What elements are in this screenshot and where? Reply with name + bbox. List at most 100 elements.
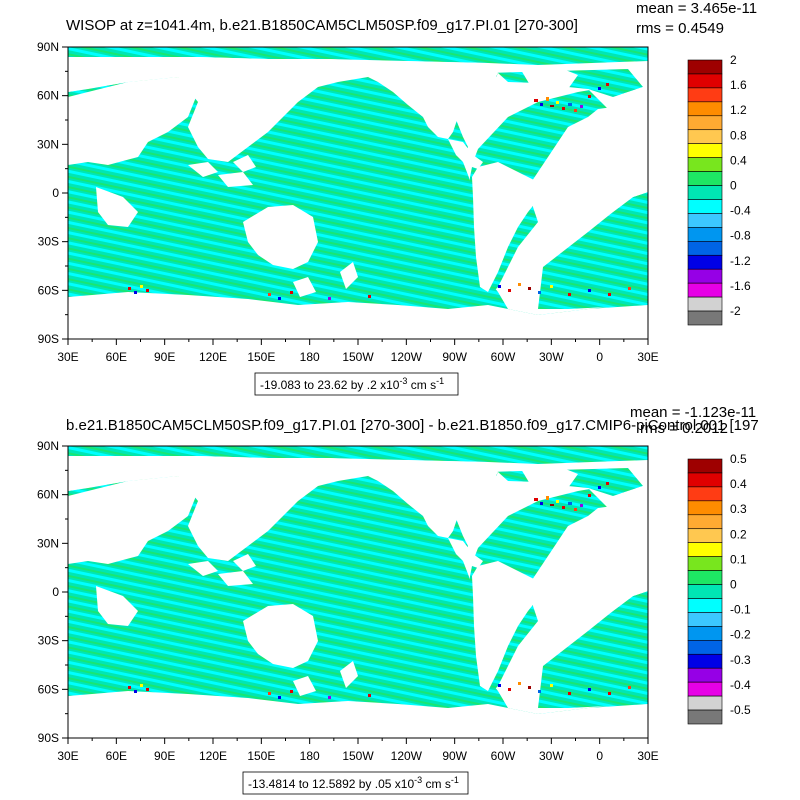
- panel-2-colorbar-box: [687, 472, 723, 488]
- panel-2-colorbar-label: 0.1: [730, 552, 747, 566]
- panel-2-lon-label: 30W: [539, 749, 564, 763]
- panel-2-colorbar-label: 0.2: [730, 527, 747, 541]
- panel-1: WISOP at z=1041.4m, b.e21.B1850CAM5CLM50…: [37, 0, 757, 396]
- panel-2-colorbar-label: 0.5: [730, 452, 747, 466]
- panel-1-colorbar-label: -1.2: [730, 254, 751, 268]
- panel-2-lat-label: 30N: [37, 536, 59, 550]
- panel-2-range-label: -13.4814 to 12.5892 by .05 x10: [248, 777, 414, 791]
- panel-1-colorbar-label: 1.6: [730, 78, 747, 92]
- panel-2-range-units-exp: -1: [451, 775, 459, 785]
- panel-1-colorbar-box: [687, 282, 723, 298]
- panel-1-colorbar-box: [687, 185, 723, 200]
- panel-2-colorbar-box: [687, 486, 723, 502]
- panel-1-colorbar-box: [687, 87, 723, 103]
- panel-1-lon-label: 30E: [57, 350, 78, 364]
- panel-1-lon-label: 30W: [539, 350, 564, 364]
- panel-2-lon-label: 120W: [391, 749, 423, 763]
- panel-2-lat-label: 30S: [38, 634, 59, 648]
- panel-1-colorbar-box: [687, 143, 723, 158]
- panel-2-rms: rms = 0.2012: [640, 420, 728, 437]
- panel-1-lon-label: 120W: [391, 350, 423, 364]
- panel-2-colorbar-box: [687, 584, 723, 599]
- panel-1-range-units-exp: -1: [436, 376, 444, 386]
- panel-2-colorbar-label: -0.3: [730, 653, 751, 667]
- panel-2-range-exp: -3: [414, 775, 422, 785]
- panel-1-field: [68, 47, 648, 339]
- panel-1-lon-label: 180: [300, 350, 320, 364]
- panel-2-colorbar-label: -0.2: [730, 628, 751, 642]
- panel-2-lat-label: 90N: [37, 439, 59, 453]
- panel-2-colorbar-box: [687, 570, 723, 585]
- panel-2-colorbar-box: [687, 667, 723, 683]
- panel-2: b.e21.B1850CAM5CLM50SP.f09_g17.PI.01 [27…: [37, 404, 759, 795]
- panel-1-colorbar-box: [687, 171, 723, 186]
- panel-2-lon-label: 150W: [342, 749, 374, 763]
- panel-1-colorbar-box: [687, 101, 723, 117]
- panel-2-colorbar-box: [687, 640, 723, 655]
- panel-1-colorbar-label: -0.4: [730, 204, 751, 218]
- panel-2-colorbar-box: [687, 709, 723, 725]
- panel-2-lon-label: 90E: [154, 749, 175, 763]
- panel-2-colorbar-box: [687, 458, 723, 474]
- panel-2-range-box: -13.4814 to 12.5892 by .05 x10-3 cm s-1: [242, 771, 469, 795]
- panel-1-map: [68, 47, 648, 339]
- panel-2-lon-label: 60E: [106, 749, 127, 763]
- panel-1-colorbar-box: [687, 199, 723, 214]
- panel-1-lon-label: 150E: [247, 350, 275, 364]
- panel-1-colorbar-label: 0.8: [730, 128, 747, 142]
- panel-1-colorbar-box: [687, 268, 723, 284]
- panel-1-colorbar-label: -1.6: [730, 279, 751, 293]
- panel-2-colorbar-box: [687, 598, 723, 613]
- panel-1-colorbar-box: [687, 241, 723, 256]
- panel-2-lon-label: 180: [300, 749, 320, 763]
- panel-1-lon-label: 60E: [106, 350, 127, 364]
- panel-1-colorbar-label: -0.8: [730, 229, 751, 243]
- panel-1-colorbar-box: [687, 129, 723, 144]
- panel-2-colorbar-box: [687, 653, 723, 669]
- panel-2-colorbar-box: [687, 556, 723, 571]
- panel-1-lat-label: 30N: [37, 137, 59, 151]
- panel-2-colorbar-label: -0.1: [730, 603, 751, 617]
- panel-2-lon-label: 150E: [247, 749, 275, 763]
- panel-2-lon-label: 30E: [637, 749, 658, 763]
- panel-1-colorbar-box: [687, 115, 723, 131]
- panel-2-colorbar-label: -0.5: [730, 703, 751, 717]
- panel-2-lat-label: 60S: [38, 682, 59, 696]
- panel-1-mean: mean = 3.465e-11: [636, 0, 757, 17]
- panel-1-lon-label: 120E: [199, 350, 227, 364]
- panel-2-colorbar-label: -0.4: [730, 678, 751, 692]
- panel-1-lon-label: 0: [596, 350, 603, 364]
- panel-1-colorbar-box: [687, 73, 723, 89]
- panel-2-colorbar-label: 0.3: [730, 502, 747, 516]
- panel-2-lon-label: 60W: [491, 749, 516, 763]
- panel-2-range-units: cm s: [422, 777, 451, 791]
- panel-1-colorbar-box: [687, 254, 723, 270]
- panel-1-colorbar-label: 0.4: [730, 153, 747, 167]
- panel-2-colorbar-box: [687, 612, 723, 627]
- panel-1-lat-label: 90N: [37, 40, 59, 54]
- panel-1-colorbar-box: [687, 157, 723, 172]
- panel-1-title: WISOP at z=1041.4m, b.e21.B1850CAM5CLM50…: [66, 17, 578, 34]
- panel-1-lat-label: 0: [52, 186, 59, 200]
- panel-1-colorbar-box: [687, 213, 723, 228]
- panel-2-colorbar-label: 0: [730, 578, 737, 592]
- panel-2-colorbar-label: 0.4: [730, 477, 747, 491]
- panel-1-lat-label: 30S: [38, 235, 59, 249]
- panel-2-lat-axis: 90N 60N 30N 0 30S 60S 90S: [37, 439, 68, 745]
- panel-1-colorbar-box: [687, 59, 723, 75]
- panel-1-lon-label: 30E: [637, 350, 658, 364]
- panel-1-lat-axis: 90N 60N 30N 0 30S 60S 90S: [37, 40, 68, 346]
- panel-1-colorbar-label: 1.2: [730, 103, 747, 117]
- panel-1-lon-label: 90E: [154, 350, 175, 364]
- panel-1-lon-label: 90W: [442, 350, 467, 364]
- panel-2-title: b.e21.B1850CAM5CLM50SP.f09_g17.PI.01 [27…: [66, 417, 759, 434]
- panel-2-lat-label: 0: [52, 585, 59, 599]
- panel-1-lat-label: 60N: [37, 89, 59, 103]
- svg-text:-19.083 to 23.62 by .2 x10-3 c: -19.083 to 23.62 by .2 x10-3 cm s-1: [260, 376, 444, 392]
- panel-1-range-units: cm s: [407, 378, 436, 392]
- panel-2-lon-axis: 30E 60E 90E 120E 150E 180 150W 120W 90W 60W 30W 0 30…: [57, 738, 659, 763]
- panel-1-colorbar: 2 1.6 1.2 0.8 0.4 0 -0.4 -0.8 -1.2 -1.6 -2: [687, 53, 751, 326]
- panel-1-lon-label: 60W: [491, 350, 516, 364]
- panel-2-colorbar-box: [687, 500, 723, 516]
- panel-2-map: [68, 446, 648, 738]
